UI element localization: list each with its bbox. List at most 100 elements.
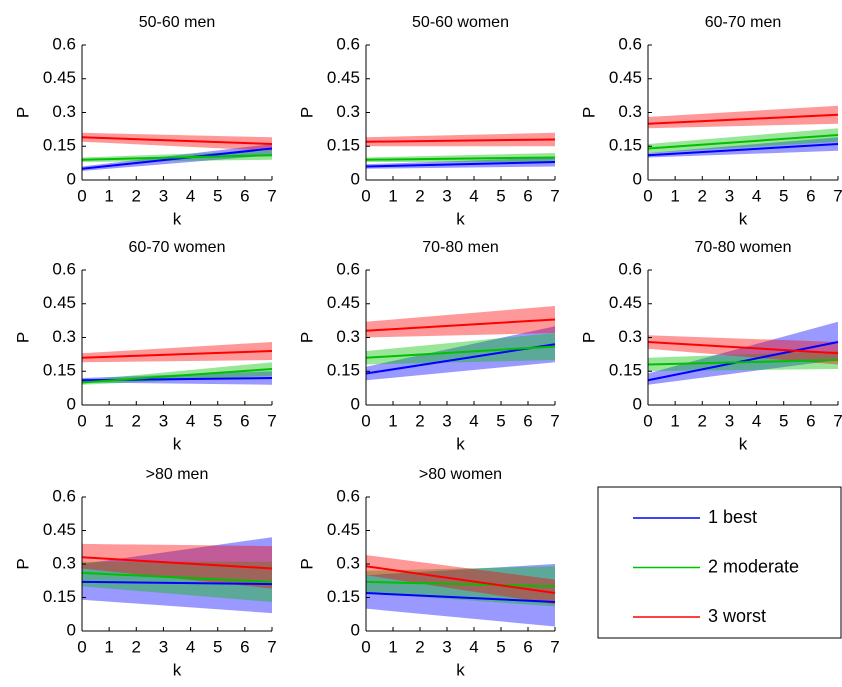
legend-label: 1 best <box>708 507 757 527</box>
y-axis-label: P <box>13 332 32 343</box>
y-tick-label: 0 <box>633 394 642 413</box>
x-tick-label: 5 <box>213 186 222 205</box>
y-tick-label: 0.3 <box>336 102 360 121</box>
y-tick-label: 0.15 <box>43 587 76 606</box>
x-tick-label: 2 <box>415 186 424 205</box>
x-tick-label: 5 <box>213 411 222 430</box>
trend-line <box>365 565 556 595</box>
confidence-band <box>82 132 272 151</box>
y-tick-label: 0.15 <box>327 136 360 155</box>
x-tick-label: 6 <box>523 637 532 656</box>
y-tick-label: 0.3 <box>618 102 642 121</box>
y-tick-label: 0.15 <box>327 587 360 606</box>
subplot-title: 50-60 men <box>139 14 216 31</box>
x-axis-label: k <box>456 434 465 453</box>
x-tick-label: 7 <box>833 411 842 430</box>
x-tick-label: 2 <box>132 637 141 656</box>
x-tick-label: 0 <box>77 637 86 656</box>
x-tick-label: 3 <box>159 411 168 430</box>
y-tick-label: 0.15 <box>609 136 642 155</box>
x-tick-label: 0 <box>361 637 370 656</box>
y-tick-label: 0.45 <box>609 293 642 312</box>
y-tick-label: 0 <box>67 169 76 188</box>
x-tick-label: 0 <box>643 411 652 430</box>
subplot-title: >80 women <box>419 466 502 483</box>
y-axis-label: P <box>13 558 32 569</box>
x-axis-label: k <box>456 660 465 679</box>
x-tick-label: 1 <box>670 411 679 430</box>
y-tick-label: 0.15 <box>43 361 76 380</box>
x-tick-label: 3 <box>725 186 734 205</box>
x-tick-label: 3 <box>159 637 168 656</box>
x-tick-label: 3 <box>159 186 168 205</box>
y-tick-label: 0.45 <box>327 68 360 87</box>
trend-line <box>365 592 556 603</box>
y-axis-label: P <box>297 107 316 118</box>
y-axis-label: P <box>579 332 598 343</box>
trend-line <box>365 318 556 332</box>
x-tick-label: 7 <box>833 186 842 205</box>
legend-box <box>597 486 842 639</box>
confidence-band <box>366 306 555 338</box>
y-axis-label: P <box>297 558 316 569</box>
legend-label: 2 moderate <box>708 556 799 576</box>
y-tick-label: 0.3 <box>52 102 76 121</box>
confidence-band <box>648 321 838 385</box>
y-axis-label: P <box>579 107 598 118</box>
trend-line <box>81 556 273 570</box>
x-tick-label: 6 <box>240 411 249 430</box>
y-tick-label: 0 <box>67 620 76 639</box>
x-tick-label: 2 <box>415 411 424 430</box>
y-tick-label: 0.6 <box>336 34 360 53</box>
y-tick-label: 0.6 <box>52 259 76 278</box>
trend-line <box>81 350 273 359</box>
y-tick-label: 0 <box>633 169 642 188</box>
x-tick-label: 1 <box>388 637 397 656</box>
x-tick-label: 1 <box>670 186 679 205</box>
x-tick-label: 6 <box>523 186 532 205</box>
y-tick-label: 0 <box>351 394 360 413</box>
x-tick-label: 1 <box>104 186 113 205</box>
y-tick-label: 0 <box>351 169 360 188</box>
x-tick-label: 3 <box>442 411 451 430</box>
x-tick-label: 5 <box>779 186 788 205</box>
x-axis-label: k <box>173 209 182 228</box>
trend-line <box>365 580 556 588</box>
x-axis-label: k <box>739 434 748 453</box>
trend-line <box>647 134 839 150</box>
trend-line <box>81 154 273 161</box>
y-tick-label: 0.15 <box>43 136 76 155</box>
x-tick-label: 2 <box>698 186 707 205</box>
x-tick-label: 6 <box>806 411 815 430</box>
legend-label: 3 worst <box>708 606 766 626</box>
y-tick-label: 0.6 <box>336 486 360 505</box>
x-tick-label: 1 <box>104 411 113 430</box>
y-tick-label: 0.3 <box>336 327 360 346</box>
x-tick-label: 6 <box>240 637 249 656</box>
y-tick-label: 0.45 <box>609 68 642 87</box>
x-tick-label: 4 <box>469 411 478 430</box>
x-tick-label: 2 <box>132 411 141 430</box>
y-tick-label: 0.45 <box>327 293 360 312</box>
trend-line <box>647 143 839 157</box>
confidence-band <box>82 537 272 614</box>
x-tick-label: 7 <box>267 411 276 430</box>
subplot-title: >80 men <box>146 466 209 483</box>
y-tick-label: 0.3 <box>336 553 360 572</box>
trend-line <box>647 359 839 366</box>
confidence-band <box>366 564 555 627</box>
y-axis-label: P <box>297 332 316 343</box>
x-axis-label: k <box>173 660 182 679</box>
trend-line <box>647 341 839 355</box>
x-tick-label: 3 <box>442 637 451 656</box>
y-tick-label: 0.15 <box>327 361 360 380</box>
x-tick-label: 7 <box>550 637 559 656</box>
x-tick-label: 3 <box>725 411 734 430</box>
x-tick-label: 1 <box>388 411 397 430</box>
y-tick-label: 0.45 <box>327 520 360 539</box>
x-tick-label: 5 <box>496 411 505 430</box>
x-tick-label: 1 <box>104 637 113 656</box>
x-tick-label: 5 <box>496 637 505 656</box>
x-tick-label: 6 <box>806 186 815 205</box>
